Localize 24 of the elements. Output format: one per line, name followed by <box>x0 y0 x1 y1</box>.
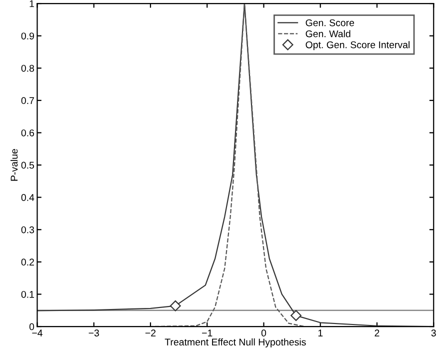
x-tick-label: −2 <box>145 330 156 336</box>
x-axis-title: Treatment Effect Null Hypothesis <box>164 338 306 348</box>
x-tick-label: −1 <box>202 330 212 336</box>
legend-label: Gen. Wald <box>306 30 350 38</box>
y-tick-label: 0.2 <box>21 258 34 266</box>
x-tick-label: 2 <box>374 330 380 336</box>
y-tick-label: 0.7 <box>21 97 34 104</box>
y-axis-title: P-value <box>10 148 18 181</box>
x-tick-label: 0 <box>261 330 266 336</box>
legend-label: Gen. Score <box>306 19 354 26</box>
y-tick-label: 0.6 <box>21 129 34 136</box>
y-tick-label: 0.8 <box>21 64 34 72</box>
x-tick-label: 1 <box>318 330 323 336</box>
y-tick-label: 0.1 <box>21 290 34 298</box>
legend-label: Opt. Gen. Score Interval <box>306 41 410 50</box>
y-tick-label: 0.5 <box>21 162 34 169</box>
y-tick-label: 0 <box>29 323 34 330</box>
y-tick-label: 0.4 <box>21 194 34 201</box>
x-tick-label: −4 <box>32 330 42 336</box>
x-tick-label: −3 <box>88 330 99 336</box>
y-tick-label: 0.3 <box>21 226 34 234</box>
y-tick-label: 0.9 <box>21 32 34 40</box>
y-tick-label: 1 <box>30 0 34 8</box>
x-tick-label: 3 <box>431 330 436 336</box>
